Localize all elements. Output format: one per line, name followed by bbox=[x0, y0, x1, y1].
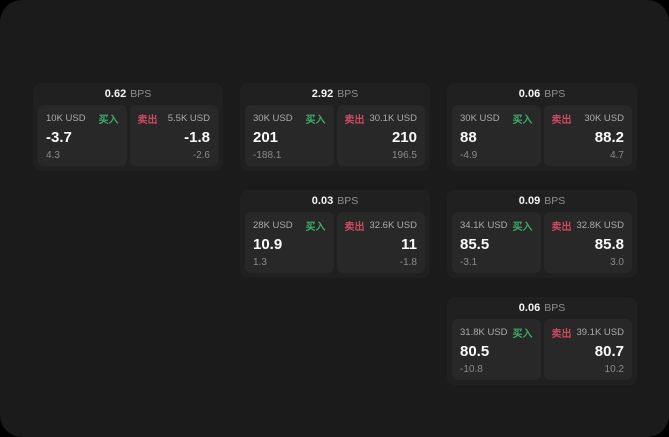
sell-price: 80.7 bbox=[594, 342, 624, 360]
sell-change: -2.6 bbox=[192, 150, 210, 161]
spread-header: 0.62 BPS bbox=[33, 83, 223, 105]
sell-amount: 30K USD bbox=[584, 113, 624, 124]
buy-price: 85.5 bbox=[460, 235, 490, 253]
buy-price: 80.5 bbox=[460, 342, 490, 360]
buy-panel[interactable]: 28K USD 买入 10.9 1.3 bbox=[245, 212, 334, 273]
buy-amount: 30K USD bbox=[253, 113, 293, 124]
buy-change: 4.3 bbox=[46, 150, 60, 161]
buy-side-label: 买入 bbox=[512, 329, 533, 340]
buy-price: -3.7 bbox=[46, 128, 72, 146]
sell-change: -1.8 bbox=[399, 257, 417, 268]
sell-panel[interactable]: 卖出 32.8K USD 85.8 3.0 bbox=[543, 212, 632, 273]
sell-amount: 32.6K USD bbox=[369, 220, 417, 231]
buy-change: 1.3 bbox=[253, 257, 267, 268]
buy-panel[interactable]: 30K USD 买入 201 -188.1 bbox=[245, 105, 334, 166]
quote-card: 0.62 BPS 10K USD 买入 -3.7 4.3 卖出 5.5K USD bbox=[33, 83, 223, 171]
buy-side-label: 买入 bbox=[305, 222, 326, 233]
sell-price: 210 bbox=[391, 128, 417, 146]
quote-card-body: 10K USD 买入 -3.7 4.3 卖出 5.5K USD -1.8 -2.… bbox=[33, 105, 223, 171]
buy-panel[interactable]: 30K USD 买入 88 -4.9 bbox=[452, 105, 541, 166]
buy-price: 201 bbox=[253, 128, 279, 146]
sell-change: 196.5 bbox=[391, 150, 417, 161]
sell-amount: 30.1K USD bbox=[369, 113, 417, 124]
spread-header: 0.03 BPS bbox=[240, 190, 430, 212]
quote-card: 0.06 BPS 31.8K USD 买入 80.5 -10.8 卖出 39.1… bbox=[447, 297, 637, 385]
buy-side-label: 买入 bbox=[512, 115, 533, 126]
sell-price: -1.8 bbox=[184, 128, 210, 146]
buy-price: 88 bbox=[460, 128, 477, 146]
sell-panel[interactable]: 卖出 5.5K USD -1.8 -2.6 bbox=[129, 105, 218, 166]
buy-change: -4.9 bbox=[460, 150, 478, 161]
sell-price: 11 bbox=[401, 235, 417, 253]
buy-side-label: 买入 bbox=[305, 115, 326, 126]
buy-panel[interactable]: 10K USD 买入 -3.7 4.3 bbox=[38, 105, 127, 166]
buy-amount: 10K USD bbox=[46, 113, 86, 124]
sell-side-label: 卖出 bbox=[344, 115, 365, 126]
buy-panel[interactable]: 31.8K USD 买入 80.5 -10.8 bbox=[452, 319, 541, 380]
sell-panel[interactable]: 卖出 39.1K USD 80.7 10.2 bbox=[543, 319, 632, 380]
sell-amount: 5.5K USD bbox=[167, 113, 210, 124]
spread-unit-label: BPS bbox=[337, 195, 359, 207]
spread-header: 2.92 BPS bbox=[240, 83, 430, 105]
spread-unit-label: BPS bbox=[544, 88, 566, 100]
quote-card: 0.09 BPS 34.1K USD 买入 85.5 -3.1 卖出 32.8K… bbox=[447, 190, 637, 278]
sell-amount: 39.1K USD bbox=[576, 327, 624, 338]
spread-unit-label: BPS bbox=[130, 88, 152, 100]
buy-change: -3.1 bbox=[460, 257, 478, 268]
sell-price: 88.2 bbox=[594, 128, 624, 146]
spread-value: 2.92 bbox=[311, 88, 334, 100]
spread-value: 0.62 bbox=[104, 88, 127, 100]
quote-card: 0.03 BPS 28K USD 买入 10.9 1.3 卖出 32.6K US… bbox=[240, 190, 430, 278]
buy-amount: 31.8K USD bbox=[460, 327, 508, 338]
sell-change: 4.7 bbox=[610, 150, 624, 161]
quote-card-body: 31.8K USD 买入 80.5 -10.8 卖出 39.1K USD 80.… bbox=[447, 319, 637, 385]
buy-change: -188.1 bbox=[253, 150, 282, 161]
quote-card: 0.06 BPS 30K USD 买入 88 -4.9 卖出 30K USD bbox=[447, 83, 637, 171]
buy-amount: 34.1K USD bbox=[460, 220, 508, 231]
buy-amount: 30K USD bbox=[460, 113, 500, 124]
quote-card-body: 30K USD 买入 88 -4.9 卖出 30K USD 88.2 4.7 bbox=[447, 105, 637, 171]
spread-value: 0.06 bbox=[518, 302, 541, 314]
sell-price: 85.8 bbox=[594, 235, 624, 253]
spread-unit-label: BPS bbox=[337, 88, 359, 100]
sell-side-label: 卖出 bbox=[137, 115, 158, 126]
buy-price: 10.9 bbox=[253, 235, 283, 253]
sell-panel[interactable]: 卖出 32.6K USD 11 -1.8 bbox=[336, 212, 425, 273]
spread-value: 0.09 bbox=[518, 195, 541, 207]
quote-card-body: 28K USD 买入 10.9 1.3 卖出 32.6K USD 11 -1.8 bbox=[240, 212, 430, 278]
spread-value: 0.06 bbox=[518, 88, 541, 100]
spread-header: 0.09 BPS bbox=[447, 190, 637, 212]
sell-side-label: 卖出 bbox=[551, 222, 572, 233]
sell-side-label: 卖出 bbox=[344, 222, 365, 233]
buy-side-label: 买入 bbox=[512, 222, 533, 233]
spread-unit-label: BPS bbox=[544, 302, 566, 314]
buy-amount: 28K USD bbox=[253, 220, 293, 231]
sell-panel[interactable]: 卖出 30.1K USD 210 196.5 bbox=[336, 105, 425, 166]
spread-value: 0.03 bbox=[311, 195, 334, 207]
sell-side-label: 卖出 bbox=[551, 115, 572, 126]
quote-card-grid: 0.62 BPS 10K USD 买入 -3.7 4.3 卖出 5.5K USD bbox=[33, 83, 637, 385]
spread-unit-label: BPS bbox=[544, 195, 566, 207]
sell-change: 10.2 bbox=[604, 364, 624, 375]
spread-header: 0.06 BPS bbox=[447, 83, 637, 105]
buy-panel[interactable]: 34.1K USD 买入 85.5 -3.1 bbox=[452, 212, 541, 273]
buy-side-label: 买入 bbox=[98, 115, 119, 126]
sell-amount: 32.8K USD bbox=[576, 220, 624, 231]
buy-change: -10.8 bbox=[460, 364, 483, 375]
quote-card-body: 30K USD 买入 201 -188.1 卖出 30.1K USD 210 1… bbox=[240, 105, 430, 171]
quote-card: 2.92 BPS 30K USD 买入 201 -188.1 卖出 30.1K … bbox=[240, 83, 430, 171]
sell-side-label: 卖出 bbox=[551, 329, 572, 340]
spread-header: 0.06 BPS bbox=[447, 297, 637, 319]
sell-panel[interactable]: 卖出 30K USD 88.2 4.7 bbox=[543, 105, 632, 166]
quote-card-body: 34.1K USD 买入 85.5 -3.1 卖出 32.8K USD 85.8… bbox=[447, 212, 637, 278]
sell-change: 3.0 bbox=[610, 257, 624, 268]
